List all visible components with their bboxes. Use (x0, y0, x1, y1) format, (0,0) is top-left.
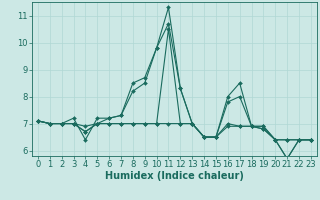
X-axis label: Humidex (Indice chaleur): Humidex (Indice chaleur) (105, 171, 244, 181)
